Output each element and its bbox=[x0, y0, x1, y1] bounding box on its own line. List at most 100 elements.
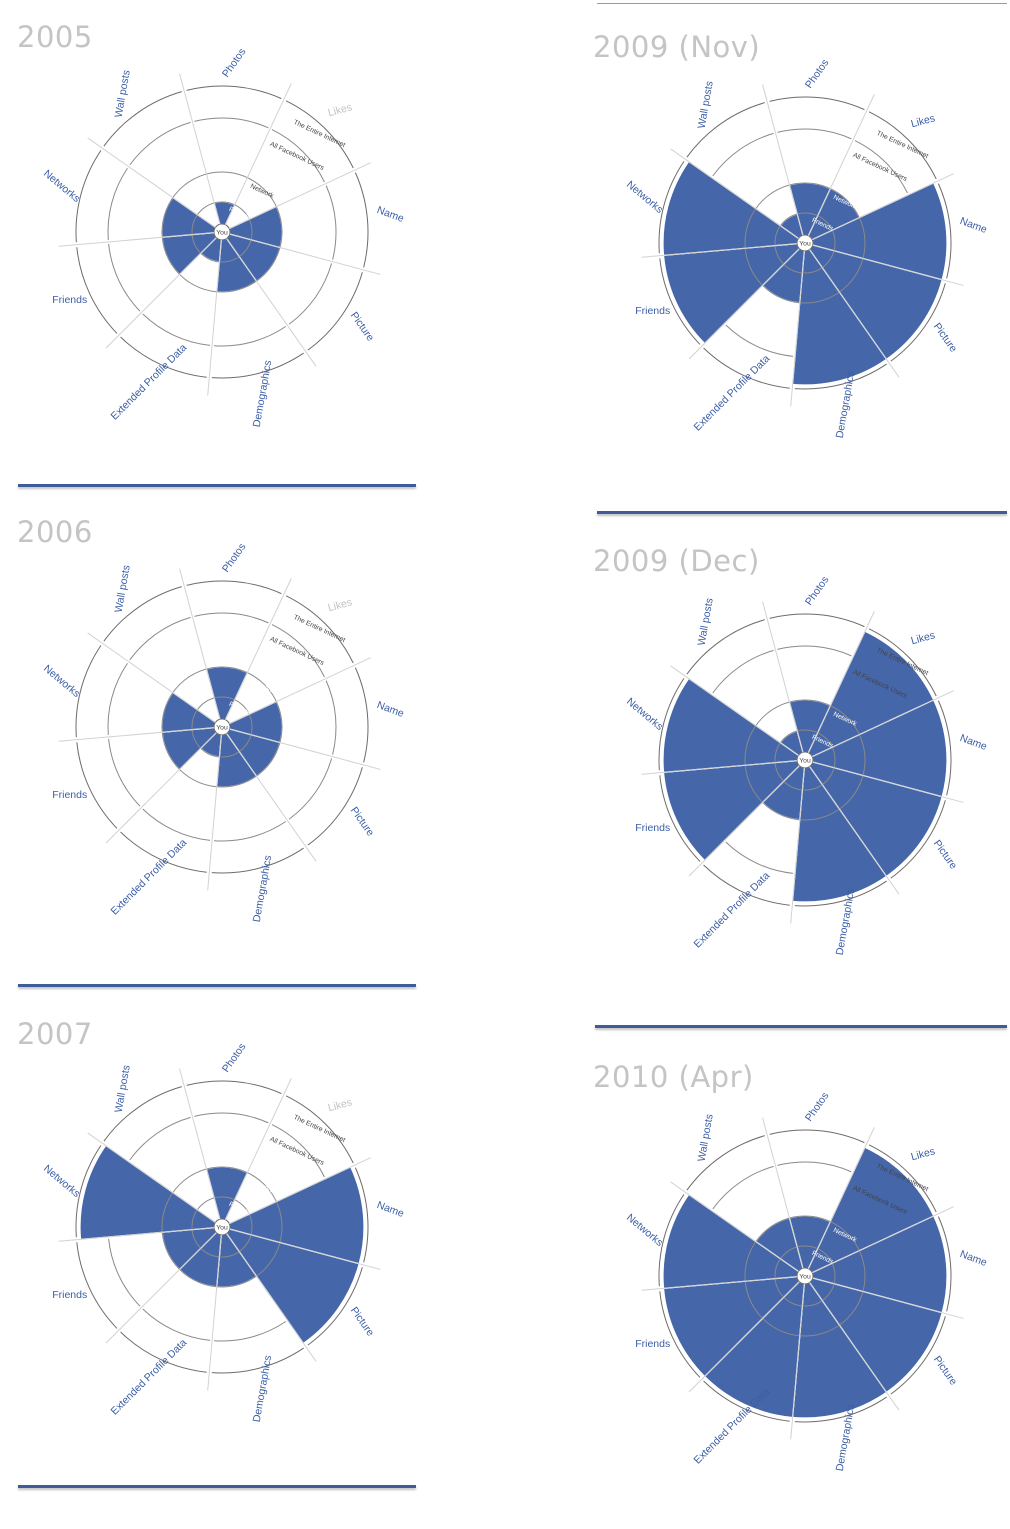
sector-spoke bbox=[179, 568, 221, 720]
sector-spoke bbox=[641, 760, 798, 775]
sector-spoke bbox=[229, 1157, 371, 1225]
sector-mark bbox=[662, 160, 807, 257]
scallop-ring-arc bbox=[659, 1291, 701, 1378]
sector-spoke bbox=[224, 1078, 292, 1220]
sector-label: Wall posts bbox=[696, 597, 716, 646]
scallop-ring-arc bbox=[937, 700, 952, 796]
sector-mark bbox=[803, 182, 948, 281]
scallop-ring-arc bbox=[186, 580, 282, 595]
scallop-ring-arc bbox=[107, 662, 128, 735]
sector-label: Extended Profile Data bbox=[109, 837, 190, 918]
scallop-ring-arc bbox=[142, 808, 211, 841]
chart-year: 2007 bbox=[17, 1017, 93, 1051]
sector-spoke bbox=[58, 232, 215, 247]
sector-spoke bbox=[87, 137, 216, 228]
level-ring bbox=[191, 201, 253, 263]
scallop-ring-arc bbox=[129, 1116, 191, 1161]
scallop-ring-arc bbox=[659, 775, 701, 862]
sector-label: Networks bbox=[41, 663, 82, 700]
sector-spoke bbox=[207, 734, 222, 891]
scallop-ring-arc bbox=[769, 96, 865, 111]
sector-spoke bbox=[226, 1233, 317, 1362]
scallop-ring-arc bbox=[777, 645, 852, 657]
sector-label: Extended Profile Data bbox=[109, 1337, 190, 1418]
sector-spoke bbox=[809, 1282, 900, 1411]
sector-spoke bbox=[226, 238, 317, 367]
sector-label: Friends bbox=[635, 305, 670, 317]
scallop-ring-arc bbox=[794, 880, 887, 907]
scallop-ring-arc bbox=[703, 347, 790, 389]
sector-label: Likes bbox=[327, 1096, 354, 1114]
sector-spoke bbox=[179, 73, 221, 225]
scallop-ring-arc bbox=[76, 247, 118, 334]
sector-mark bbox=[803, 630, 935, 762]
scallop-ring-arc bbox=[103, 91, 182, 147]
scallop-ring-arc bbox=[725, 841, 794, 874]
sector-label: Demographics bbox=[251, 359, 275, 428]
chart-year: 2005 bbox=[17, 20, 93, 54]
scallop-ring-arc bbox=[703, 1380, 790, 1422]
sector-mark bbox=[803, 699, 948, 798]
sector-spoke bbox=[812, 244, 964, 286]
sector-spoke bbox=[790, 1283, 805, 1440]
scallop-ring-arc bbox=[890, 800, 946, 879]
sector-spoke bbox=[226, 733, 317, 862]
scallop-ring-arc bbox=[108, 738, 141, 807]
sector-label: Wall posts bbox=[696, 1113, 716, 1162]
sector-mark bbox=[803, 1215, 948, 1314]
scallop-ring-arc bbox=[285, 100, 354, 169]
sector-label: Extended Profile Data bbox=[692, 353, 773, 434]
center-node bbox=[213, 718, 231, 736]
sector-spoke bbox=[688, 1281, 800, 1393]
scallop-ring-arc bbox=[194, 612, 269, 624]
scallop-ring-arc bbox=[108, 243, 141, 312]
sector-label: Photos bbox=[220, 1041, 249, 1075]
scallop-ring-arc bbox=[186, 85, 282, 100]
level-label: You bbox=[799, 758, 811, 765]
level-label: You bbox=[799, 241, 811, 248]
level-label: You bbox=[216, 1225, 228, 1232]
sector-spoke bbox=[229, 657, 371, 725]
sector-label: Photos bbox=[220, 46, 249, 80]
sector-label: Demographics bbox=[251, 854, 275, 923]
divider-rule bbox=[18, 984, 416, 987]
center-node bbox=[213, 223, 231, 241]
level-ring bbox=[774, 212, 836, 274]
divider-rule bbox=[18, 1485, 416, 1488]
sector-spoke bbox=[762, 601, 804, 753]
scallop-ring-arc bbox=[142, 313, 211, 346]
sector-mark bbox=[662, 1275, 807, 1378]
sector-label: Name bbox=[958, 732, 989, 753]
sector-spoke bbox=[87, 632, 216, 723]
sector-label: Likes bbox=[910, 1145, 937, 1163]
center-node bbox=[796, 234, 814, 252]
sector-mark bbox=[662, 677, 807, 774]
level-label: Network bbox=[249, 678, 275, 695]
scallop-ring-arc bbox=[285, 1095, 354, 1164]
scallop-ring-arc bbox=[307, 767, 363, 846]
chart-year: 2009 (Nov) bbox=[593, 30, 761, 64]
sector-spoke bbox=[58, 727, 215, 742]
sector-label: Likes bbox=[910, 629, 937, 647]
sector-mark bbox=[791, 1274, 888, 1419]
scallop-ring-arc bbox=[211, 352, 304, 379]
chart-panel-2009-nov: 2009 (Nov) You Friends Network All Facebook… bbox=[505, 0, 1010, 520]
sector-label: Friends bbox=[52, 789, 87, 801]
scallop-ring-arc bbox=[354, 667, 369, 763]
sector-label: Name bbox=[958, 1248, 989, 1269]
sector-spoke bbox=[807, 611, 875, 753]
sector-mark bbox=[662, 759, 807, 862]
level-ring bbox=[774, 729, 836, 791]
scallop-ring-arc bbox=[288, 263, 333, 325]
sector-spoke bbox=[807, 94, 875, 236]
level-label: Network bbox=[249, 1178, 275, 1195]
sector-spoke bbox=[229, 728, 381, 770]
scallop-ring-arc bbox=[686, 1135, 765, 1191]
sector-spoke bbox=[105, 732, 217, 844]
sector-label: Demographics bbox=[251, 1354, 275, 1423]
sector-spoke bbox=[809, 249, 900, 378]
sector-spoke bbox=[762, 84, 804, 236]
